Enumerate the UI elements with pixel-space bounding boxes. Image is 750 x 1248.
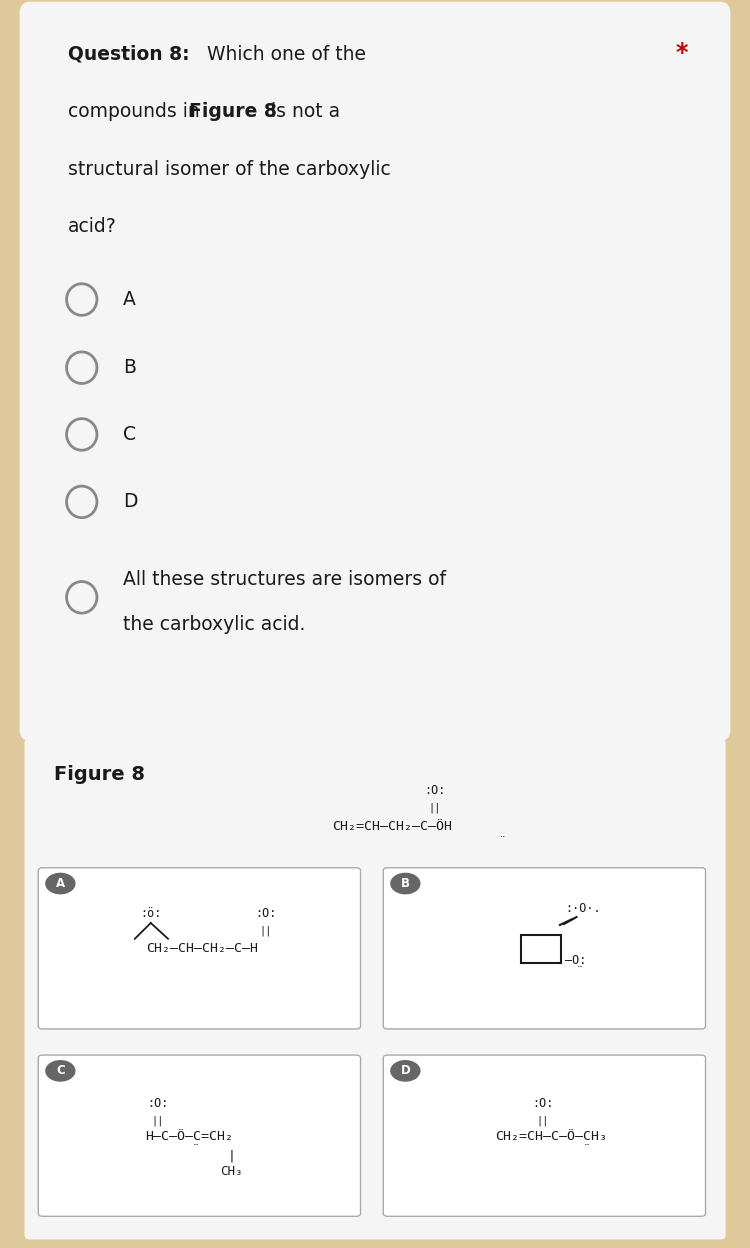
Text: ¨: ¨ (584, 1143, 590, 1156)
Text: –O:: –O: (565, 953, 586, 967)
Text: structural isomer of the carboxylic: structural isomer of the carboxylic (68, 160, 391, 178)
Text: ||: || (429, 802, 441, 812)
Text: CH₂–CH–CH₂–C–H: CH₂–CH–CH₂–C–H (146, 942, 259, 955)
Text: compounds in: compounds in (68, 102, 206, 121)
FancyBboxPatch shape (383, 1055, 706, 1217)
Text: B: B (123, 358, 136, 377)
Text: Figure 8: Figure 8 (189, 102, 277, 121)
Text: *: * (675, 41, 688, 65)
Text: :O:: :O: (255, 906, 277, 920)
Text: acid?: acid? (68, 217, 117, 236)
Text: D: D (400, 1065, 410, 1077)
Text: B: B (400, 877, 410, 890)
Text: H–C–Ö–C=CH₂: H–C–Ö–C=CH₂ (145, 1131, 232, 1143)
FancyBboxPatch shape (383, 867, 706, 1028)
Text: A: A (56, 877, 65, 890)
Text: :·O·.: :·O·. (566, 902, 602, 915)
Text: ¨: ¨ (576, 965, 582, 977)
Text: :ö:: :ö: (140, 906, 161, 920)
Text: CH₂=CH–CH₂–C–ÖH: CH₂=CH–CH₂–C–ÖH (332, 820, 452, 832)
Bar (521, 935, 561, 963)
Text: ¨: ¨ (193, 1143, 199, 1156)
Text: :O:: :O: (532, 1097, 554, 1109)
Text: ||: || (260, 925, 272, 936)
Text: ||: || (152, 1116, 164, 1126)
FancyBboxPatch shape (38, 1055, 361, 1217)
Text: the carboxylic acid.: the carboxylic acid. (123, 615, 305, 634)
Circle shape (45, 872, 76, 895)
Text: A: A (123, 290, 136, 310)
FancyBboxPatch shape (38, 867, 361, 1028)
Text: D: D (123, 493, 138, 512)
Text: :O:: :O: (424, 785, 445, 797)
Text: Figure 8: Figure 8 (54, 765, 146, 784)
Text: Question 8:: Question 8: (68, 45, 190, 64)
Text: C: C (123, 424, 136, 444)
Text: is not a: is not a (265, 102, 340, 121)
Text: CH₂=CH–C–Ö–CH₃: CH₂=CH–C–Ö–CH₃ (495, 1131, 607, 1143)
Text: ¨: ¨ (500, 836, 506, 846)
FancyBboxPatch shape (25, 739, 725, 1239)
Circle shape (390, 1060, 421, 1082)
Text: CH₃: CH₃ (220, 1164, 243, 1178)
Text: ||: || (536, 1116, 549, 1126)
Text: C: C (56, 1065, 64, 1077)
Circle shape (390, 872, 421, 895)
Text: Which one of the: Which one of the (201, 45, 366, 64)
Text: All these structures are isomers of: All these structures are isomers of (123, 570, 446, 589)
Text: :O:: :O: (147, 1097, 168, 1109)
Circle shape (45, 1060, 76, 1082)
Text: |: | (227, 1149, 236, 1162)
FancyBboxPatch shape (20, 1, 730, 741)
